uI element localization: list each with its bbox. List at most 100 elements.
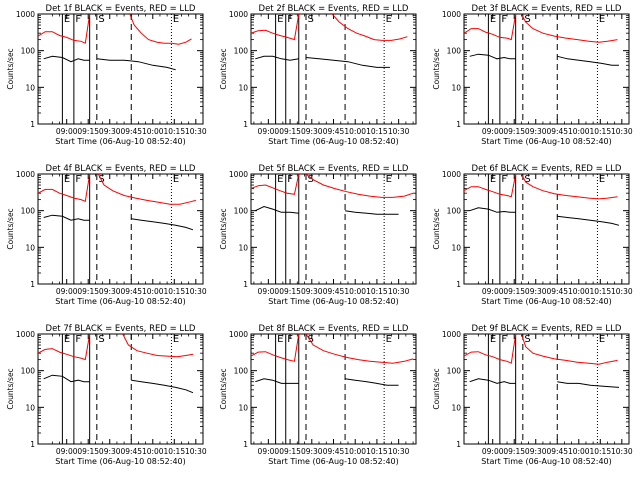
- y-tick-label: 100: [447, 207, 462, 216]
- x-tick-label: 09:00: [258, 447, 280, 456]
- x-tick-label: 10:00: [568, 287, 590, 296]
- x-tick-label: 09:45: [546, 127, 568, 136]
- x-tick-label: 10:30: [185, 447, 207, 456]
- event-marker-label: F: [75, 174, 81, 185]
- detector-panel-1: Det 1f BLACK = Events, RED = LLD 1 10 100 10…: [6, 4, 207, 146]
- events-series-line: [255, 378, 299, 384]
- y-tick-label: 10: [238, 243, 248, 252]
- x-tick-label: 09:30: [301, 447, 323, 456]
- detector-panel-9: Det 9f BLACK = Events, RED = LLD 1 10 100 10…: [432, 324, 633, 466]
- y-tick-label: 10: [451, 243, 461, 252]
- y-tick-label: 1: [243, 120, 248, 129]
- x-tick-label: 10:30: [388, 287, 410, 296]
- x-tick-label: 09:30: [99, 287, 121, 296]
- y-tick-label: 1: [456, 280, 461, 289]
- x-tick-label: 10:30: [611, 287, 633, 296]
- panel-title: Det 9f BLACK = Events, RED = LLD: [472, 324, 622, 334]
- event-marker-label: F: [75, 334, 81, 345]
- events-series-line: [96, 58, 176, 71]
- x-tick-label: 09:45: [323, 287, 345, 296]
- lld-series-line: [97, 174, 196, 205]
- events-series-line: [345, 378, 399, 386]
- x-tick-label: 09:45: [323, 127, 345, 136]
- detector-panel-6: Det 6f BLACK = Events, RED = LLD 1 10 100 10…: [432, 164, 633, 306]
- event-marker-label: E: [490, 334, 496, 345]
- y-tick-label: 10: [25, 83, 35, 92]
- y-tick-label: 1000: [442, 330, 461, 339]
- event-marker-label: E: [64, 14, 70, 25]
- lld-series-line: [331, 14, 408, 41]
- x-axis-label: Start Time (06-Aug-10 08:52:40): [481, 297, 612, 306]
- y-tick-label: 10: [238, 403, 248, 412]
- x-tick-label: 10:15: [163, 127, 185, 136]
- panel-title: Det 2f BLACK = Events, RED = LLD: [259, 4, 409, 14]
- lld-series-line: [305, 334, 414, 364]
- event-marker-label: S: [98, 14, 104, 25]
- event-marker-label: S: [308, 174, 314, 185]
- x-tick-label: 10:30: [611, 447, 633, 456]
- x-tick-label: 09:15: [503, 127, 525, 136]
- x-tick-label: 10:00: [344, 127, 366, 136]
- x-tick-label: 09:15: [279, 447, 301, 456]
- lld-series-line: [520, 334, 618, 365]
- event-marker-label: E: [173, 174, 179, 185]
- y-tick-label: 1000: [442, 170, 461, 179]
- events-series-line: [43, 214, 90, 221]
- lld-series-line: [251, 14, 300, 41]
- x-tick-label: 09:15: [77, 127, 99, 136]
- x-axis-label: Start Time (06-Aug-10 08:52:40): [481, 137, 612, 146]
- event-marker-label: F: [287, 334, 293, 345]
- x-tick-label: 09:00: [482, 447, 504, 456]
- y-tick-label: 1000: [229, 330, 248, 339]
- x-tick-label: 09:30: [525, 127, 547, 136]
- x-tick-label: 09:15: [77, 287, 99, 296]
- x-tick-label: 09:15: [279, 287, 301, 296]
- x-axis-label: Start Time (06-Aug-10 08:52:40): [55, 297, 186, 306]
- x-axis-label: Start Time (06-Aug-10 08:52:40): [55, 457, 186, 466]
- x-tick-label: 10:15: [589, 287, 611, 296]
- lld-series-line: [129, 14, 192, 45]
- y-axis-label: Counts/sec: [432, 48, 441, 89]
- y-axis-label: Counts/sec: [219, 368, 228, 409]
- x-tick-label: 10:00: [142, 287, 164, 296]
- x-tick-label: 09:00: [482, 287, 504, 296]
- x-tick-label: 10:30: [185, 287, 207, 296]
- y-tick-label: 100: [447, 367, 462, 376]
- x-tick-label: 09:00: [482, 127, 504, 136]
- event-marker-label: F: [287, 174, 293, 185]
- x-tick-label: 09:15: [77, 447, 99, 456]
- lld-series-line: [38, 174, 91, 202]
- plot-frame: [37, 173, 204, 285]
- x-axis-label: Start Time (06-Aug-10 08:52:40): [481, 457, 612, 466]
- panel-title: Det 7f BLACK = Events, RED = LLD: [46, 324, 196, 334]
- detector-panel-4: Det 4f BLACK = Events, RED = LLD 1 10 100 10…: [6, 164, 207, 306]
- plot-frame: [463, 13, 630, 125]
- detector-panel-2: Det 2f BLACK = Events, RED = LLD 1 10 100 10…: [219, 4, 417, 146]
- event-marker-label: E: [386, 174, 392, 185]
- x-tick-label: 09:45: [323, 447, 345, 456]
- x-tick-label: 10:30: [185, 127, 207, 136]
- y-axis-label: Counts/sec: [432, 208, 441, 249]
- x-tick-label: 09:00: [258, 127, 280, 136]
- x-tick-label: 10:00: [568, 447, 590, 456]
- plot-frame: [37, 13, 204, 125]
- y-tick-label: 1: [30, 120, 35, 129]
- lld-series-line: [251, 174, 300, 195]
- event-marker-label: E: [64, 174, 70, 185]
- y-axis-label: Counts/sec: [432, 368, 441, 409]
- events-series-line: [305, 57, 390, 68]
- x-tick-label: 09:30: [525, 447, 547, 456]
- x-tick-label: 10:30: [611, 127, 633, 136]
- event-marker-label: E: [599, 14, 605, 25]
- y-tick-label: 100: [21, 367, 36, 376]
- event-marker-label: E: [490, 174, 496, 185]
- lld-series-line: [38, 334, 91, 361]
- y-axis-label: Counts/sec: [6, 208, 15, 249]
- event-marker-label: S: [308, 334, 314, 345]
- event-marker-label: S: [98, 334, 104, 345]
- x-tick-label: 09:45: [546, 287, 568, 296]
- y-tick-label: 1000: [16, 10, 35, 19]
- x-tick-label: 10:15: [589, 447, 611, 456]
- x-tick-label: 10:15: [163, 447, 185, 456]
